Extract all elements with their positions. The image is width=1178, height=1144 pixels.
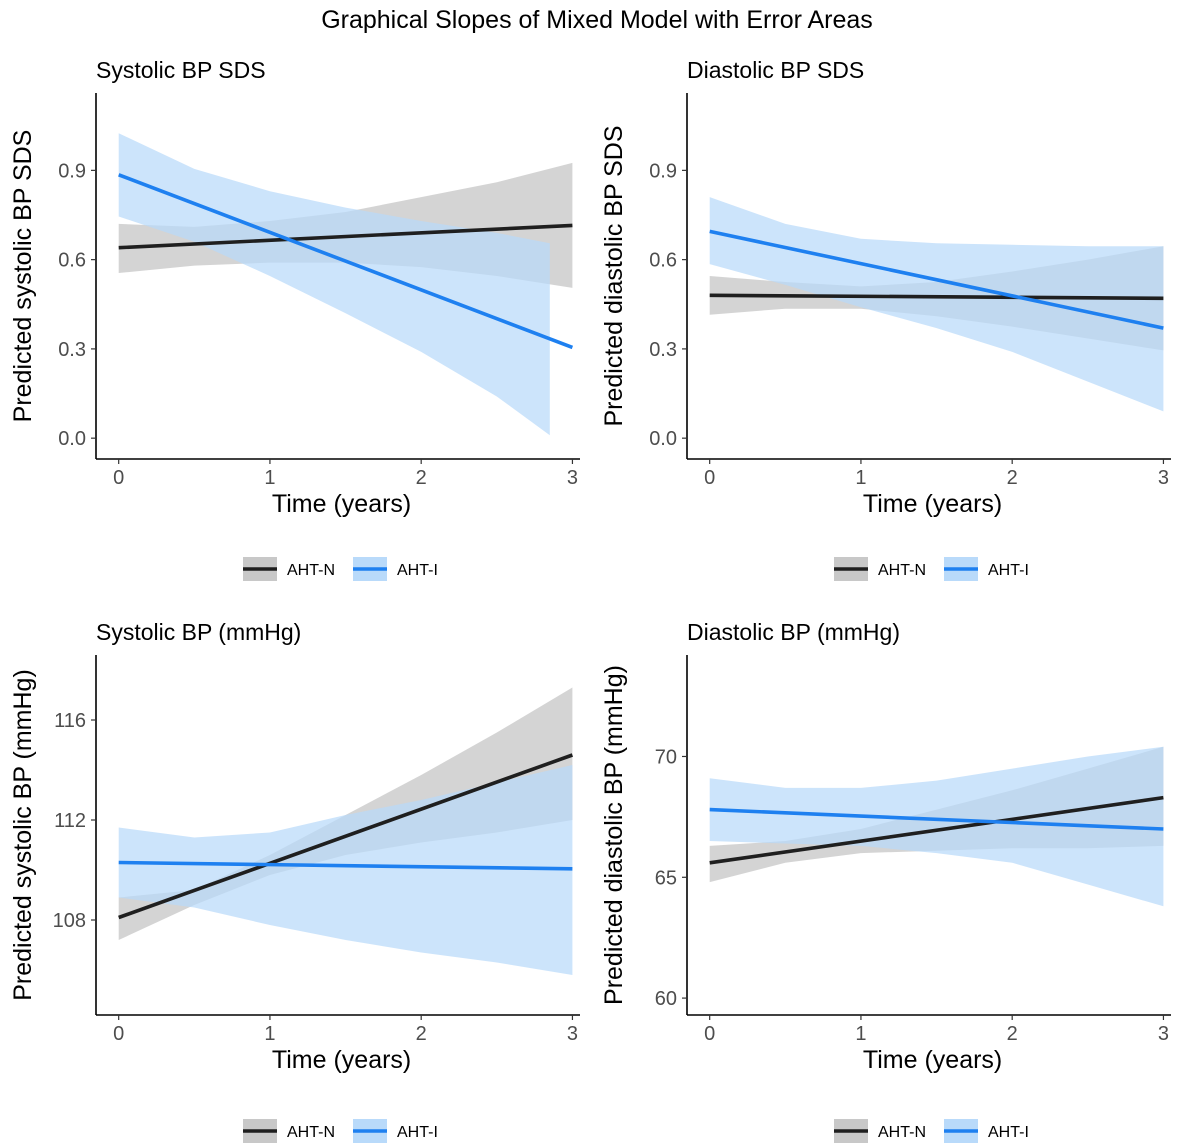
error-band-aht-i <box>709 197 1164 412</box>
legend-item-aht-i: AHT-I <box>353 557 438 581</box>
y-tick-label: 0.3 <box>58 339 86 361</box>
trend-line-aht-n <box>709 293 1164 301</box>
panel-grid: Systolic BP SDS 0 1 2 3 0.0 0.3 0.6 0.9 Time (yea… <box>9 57 1171 1143</box>
figure-title: Graphical Slopes of Mixed Model with Err… <box>321 6 873 34</box>
y-tick-label: 112 <box>54 810 86 832</box>
error-band-aht-i <box>118 133 550 436</box>
y-tick-label: 0.0 <box>58 428 86 450</box>
chart-panel-1: Systolic BP SDS 0 1 2 3 0.0 0.3 0.6 0.9 Time (yea… <box>9 57 580 581</box>
trend-line-aht-i <box>709 807 1164 831</box>
x-tick-label: 1 <box>264 467 275 489</box>
trend-line-aht-n <box>118 753 574 920</box>
x-tick-label: 1 <box>855 1023 866 1045</box>
legend-item-aht-n: AHT-N <box>243 1119 335 1143</box>
x-axis-label: Time (years) <box>272 1046 411 1074</box>
trend-line-aht-i <box>709 229 1164 330</box>
error-band-aht-i <box>709 746 1164 907</box>
trend-line-aht-i <box>118 860 573 871</box>
legend-item-aht-n: AHT-N <box>834 557 926 581</box>
x-axis-label: Time (years) <box>863 1046 1002 1074</box>
legend-label: AHT-I <box>988 562 1029 579</box>
legend-item-aht-n: AHT-N <box>834 1119 926 1143</box>
x-tick-label: 2 <box>416 1023 427 1045</box>
panel-title: Diastolic BP SDS <box>687 57 864 83</box>
chart-panel-2: Diastolic BP SDS 0 1 2 3 0.0 0.3 0.6 0.9 Time (ye… <box>600 57 1171 581</box>
y-tick-label: 70 <box>655 746 677 768</box>
legend-item-aht-i: AHT-I <box>944 1119 1029 1143</box>
y-tick-label: 0.0 <box>649 428 677 450</box>
legend-label: AHT-N <box>287 562 335 579</box>
x-tick-label: 0 <box>113 1023 124 1045</box>
legend-item-aht-i: AHT-I <box>944 557 1029 581</box>
x-tick-label: 2 <box>416 467 427 489</box>
legend: AHT-N AHT-I <box>834 557 1029 581</box>
y-tick-label: 108 <box>53 910 86 932</box>
y-axis-label: Predicted systolic BP SDS <box>9 130 37 423</box>
y-tick-label: 0.9 <box>649 160 677 182</box>
x-axis-label: Time (years) <box>863 490 1002 518</box>
y-axis-label: Predicted diastolic BP SDS <box>600 125 628 426</box>
x-tick-label: 3 <box>567 467 578 489</box>
panel-title: Diastolic BP (mmHg) <box>687 619 900 645</box>
trend-line-aht-i <box>118 173 574 350</box>
y-axis-label: Predicted systolic BP (mmHg) <box>9 669 37 1001</box>
chart-panel-4: Diastolic BP (mmHg) 0 1 2 3 60 65 70 Time (years… <box>600 619 1171 1143</box>
y-tick-label: 0.3 <box>649 339 677 361</box>
legend-label: AHT-N <box>878 562 926 579</box>
x-tick-label: 0 <box>704 1023 715 1045</box>
y-axis-label: Predicted diastolic BP (mmHg) <box>600 665 628 1005</box>
x-tick-label: 3 <box>1158 1023 1169 1045</box>
legend-label: AHT-N <box>878 1124 926 1141</box>
panel-title: Systolic BP (mmHg) <box>96 619 301 645</box>
y-tick-label: 60 <box>655 988 677 1010</box>
trend-line-aht-n <box>709 795 1164 865</box>
panel-title: Systolic BP SDS <box>96 57 266 83</box>
legend: AHT-N AHT-I <box>243 557 438 581</box>
legend-item-aht-n: AHT-N <box>243 557 335 581</box>
y-tick-label: 0.6 <box>58 250 86 272</box>
x-tick-label: 2 <box>1007 467 1018 489</box>
x-axis-label: Time (years) <box>272 490 411 518</box>
y-tick-label: 116 <box>54 710 86 732</box>
y-tick-label: 0.9 <box>58 160 86 182</box>
x-tick-label: 3 <box>1158 467 1169 489</box>
x-tick-label: 0 <box>704 467 715 489</box>
trend-line-aht-n <box>118 223 573 250</box>
chart-panel-3: Systolic BP (mmHg) 0 1 2 3 108 112 116 Time (yea… <box>9 619 580 1143</box>
x-tick-label: 1 <box>264 1023 275 1045</box>
y-tick-label: 65 <box>655 867 677 889</box>
legend-item-aht-i: AHT-I <box>353 1119 438 1143</box>
legend-label: AHT-I <box>397 562 438 579</box>
legend-label: AHT-N <box>287 1124 335 1141</box>
legend-label: AHT-I <box>397 1124 438 1141</box>
x-tick-label: 3 <box>567 1023 578 1045</box>
y-tick-label: 0.6 <box>649 250 677 272</box>
error-band-aht-i <box>118 765 573 975</box>
legend: AHT-N AHT-I <box>834 1119 1029 1143</box>
x-tick-label: 1 <box>855 467 866 489</box>
legend: AHT-N AHT-I <box>243 1119 438 1143</box>
x-tick-label: 0 <box>113 467 124 489</box>
legend-label: AHT-I <box>988 1124 1029 1141</box>
x-tick-label: 2 <box>1007 1023 1018 1045</box>
